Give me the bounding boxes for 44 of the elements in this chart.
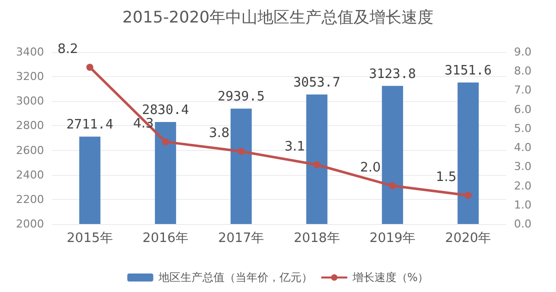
data-label: 1.5 <box>436 170 457 185</box>
point <box>162 138 169 146</box>
y-tick-label: 3000 <box>16 94 44 108</box>
y-tick-label: 2200 <box>16 192 44 206</box>
y2-tick-label: 9.0 <box>514 46 532 58</box>
x-tick-label: 2015年 <box>66 231 113 246</box>
point <box>86 64 94 71</box>
data-label: 2711.4 <box>66 118 114 133</box>
y-tick-label: 2800 <box>16 119 44 132</box>
data-label: 3123.8 <box>369 66 416 82</box>
y2-tick-label: 1.0 <box>514 198 532 212</box>
y-tick-label: 2600 <box>16 144 44 157</box>
point <box>238 148 245 155</box>
legend-label: 增长速度（%） <box>351 271 429 284</box>
y2-tick-label: 5.0 <box>514 122 532 135</box>
legend-label: 地区生产总值（当年价，亿元） <box>157 271 312 284</box>
data-label: 2939.5 <box>218 90 265 105</box>
x-tick-label: 2020年 <box>445 231 492 246</box>
y-tick-label: 2400 <box>16 168 44 182</box>
point <box>389 182 396 190</box>
chart-title: 2015-2020年中山地区生产总值及增长速度 <box>122 8 434 26</box>
point <box>313 161 320 168</box>
x-tick-label: 2019年 <box>369 231 416 246</box>
y-tick-label: 2000 <box>16 218 44 230</box>
data-label: 3151.6 <box>444 64 492 79</box>
data-label: 3.8 <box>208 126 230 141</box>
data-label: 3053.7 <box>293 76 340 91</box>
y2-tick-label: 2.0 <box>514 179 532 192</box>
data-label: 3.1 <box>284 139 306 154</box>
y-tick-label: 3200 <box>16 70 44 84</box>
data-label: 2.0 <box>360 160 381 176</box>
x-tick-label: 2018年 <box>294 231 340 246</box>
y2-tick-label: 0.0 <box>514 218 532 230</box>
point <box>464 192 472 199</box>
data-label: 2830.4 <box>142 102 190 118</box>
x-tick-label: 2017年 <box>218 231 264 246</box>
y2-tick-label: 6.0 <box>514 102 532 116</box>
y2-tick-label: 3.0 <box>514 160 532 174</box>
y2-tick-label: 4.0 <box>514 141 532 154</box>
data-label: 8.2 <box>57 42 78 57</box>
y-tick-label: 3400 <box>16 46 44 58</box>
x-tick-label: 2016年 <box>142 231 189 246</box>
y2-tick-label: 8.0 <box>514 64 532 78</box>
y2-tick-label: 7.0 <box>514 84 532 97</box>
